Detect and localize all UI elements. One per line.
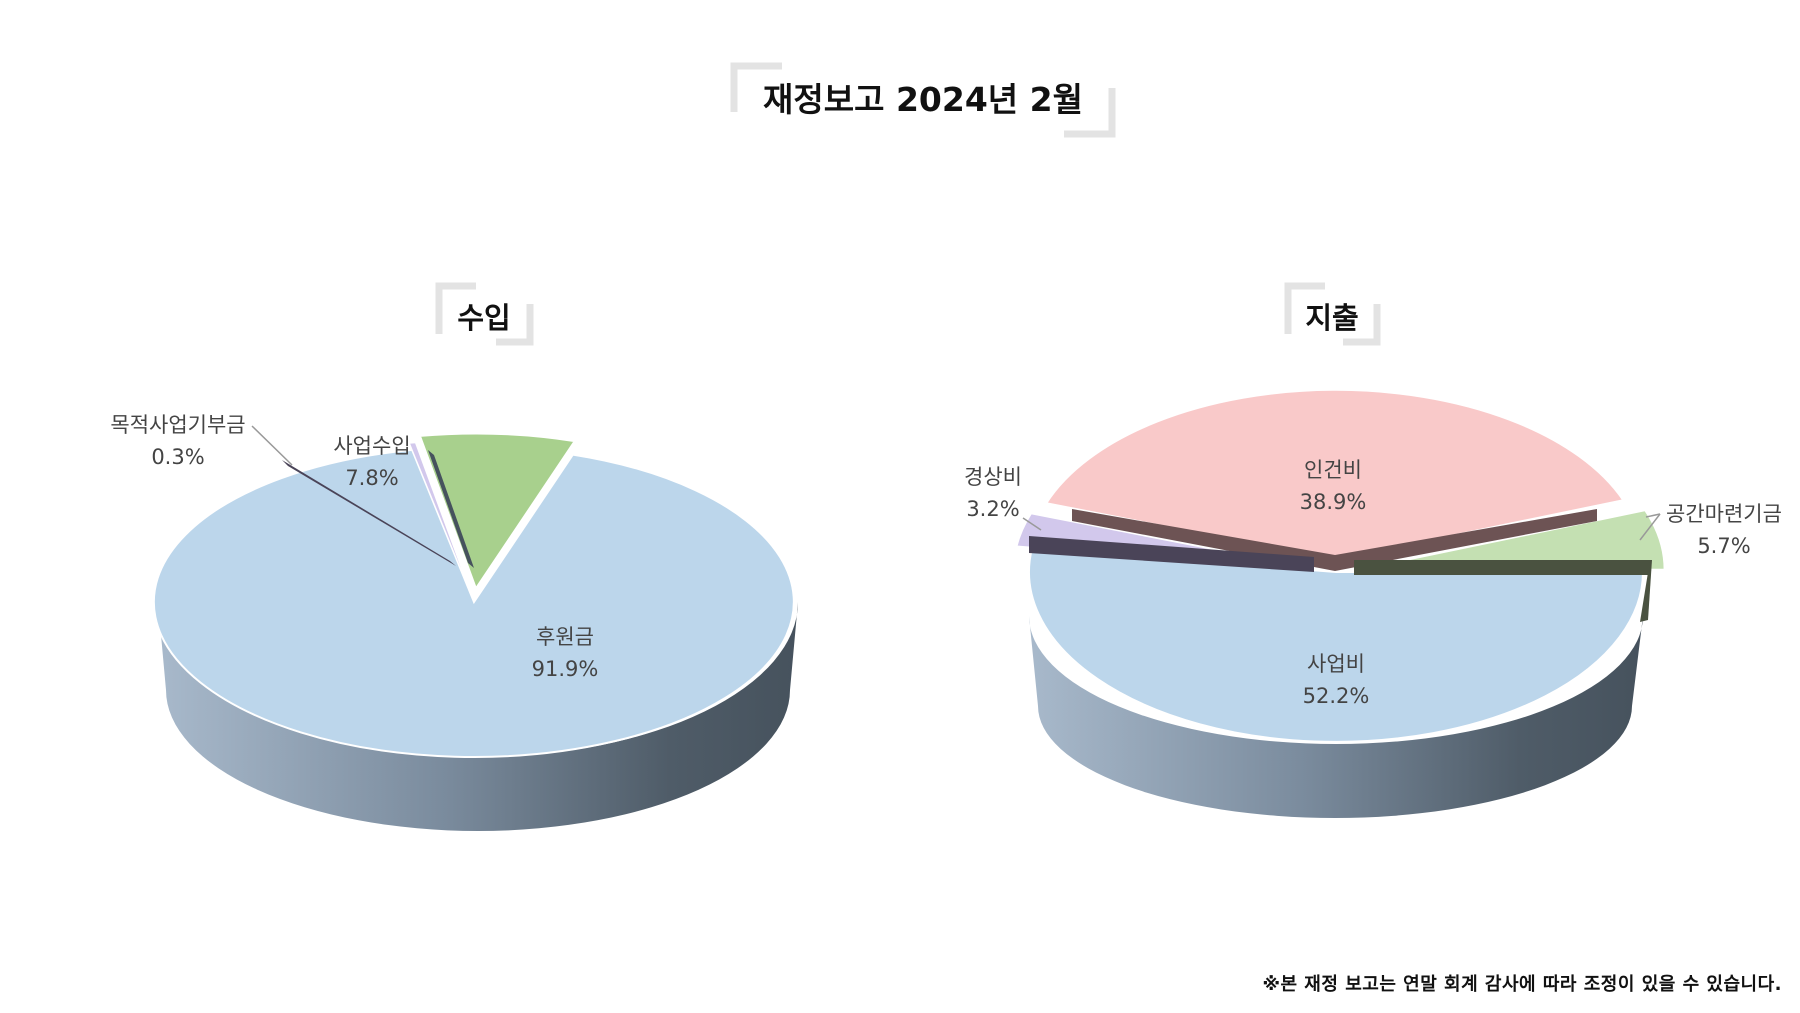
income-pie-side xyxy=(158,602,798,831)
main-title: 재정보고 2024년 2월 xyxy=(763,80,1083,119)
expense-label-personnel: 인건비 xyxy=(1304,458,1362,482)
expense-label-space-fund: 공간마련기금 xyxy=(1666,502,1782,526)
expense-title-frame: 지출 xyxy=(1284,282,1381,346)
expense-chart-title: 지출 xyxy=(1305,301,1358,335)
income-title-frame: 수입 xyxy=(435,282,534,346)
expense-wall-space-fund-side xyxy=(1640,560,1652,622)
leader-line xyxy=(1639,513,1661,541)
expense-value-personnel: 38.9% xyxy=(1300,490,1367,514)
income-label-donation: 후원금 xyxy=(536,625,594,649)
expense-value-business: 52.2% xyxy=(1303,684,1370,708)
expense-wall-space-fund xyxy=(1354,560,1650,575)
expense-slice-business xyxy=(1028,547,1645,743)
income-slice-edge-shadow xyxy=(428,450,474,568)
income-slice-business xyxy=(418,432,577,591)
income-label-business: 사업수입 xyxy=(333,434,410,458)
expense-value-operating: 3.2% xyxy=(966,497,1019,521)
expense-pie-chart: 사업비 52.2% 경상비 3.2% 인건비 38.9% 공간마련기금 5.7% xyxy=(964,388,1782,818)
income-slice-edge-shadow xyxy=(282,460,456,566)
leader-line xyxy=(251,425,293,466)
income-value-business: 7.8% xyxy=(345,466,398,490)
expense-label-operating: 경상비 xyxy=(964,465,1022,489)
income-value-designated: 0.3% xyxy=(151,445,204,469)
expense-value-space-fund: 5.7% xyxy=(1697,534,1750,558)
expense-wall-operating xyxy=(1029,536,1314,572)
income-slice-designated xyxy=(408,442,472,596)
income-chart-title: 수입 xyxy=(457,301,510,335)
expense-label-business: 사업비 xyxy=(1307,652,1365,676)
expense-wall-personnel-right xyxy=(1335,509,1597,571)
income-label-designated: 목적사업기부금 xyxy=(110,413,245,437)
expense-pie-side xyxy=(1029,616,1643,818)
income-pie-chart: 후원금 91.9% 목적사업기부금 0.3% 사업수입 7.8% xyxy=(110,413,798,831)
audit-note: ※본 재정 보고는 연말 회계 감사에 따라 조정이 있을 수 있습니다. xyxy=(1262,974,1782,995)
leader-line xyxy=(1645,513,1661,518)
leader-line xyxy=(1022,517,1042,531)
income-slice-donation xyxy=(152,448,795,758)
expense-slice-space-fund xyxy=(1357,509,1666,571)
expense-slice-personnel xyxy=(1044,388,1625,561)
main-title-frame: 재정보고 2024년 2월 xyxy=(730,62,1116,138)
income-value-donation: 91.9% xyxy=(532,657,599,681)
